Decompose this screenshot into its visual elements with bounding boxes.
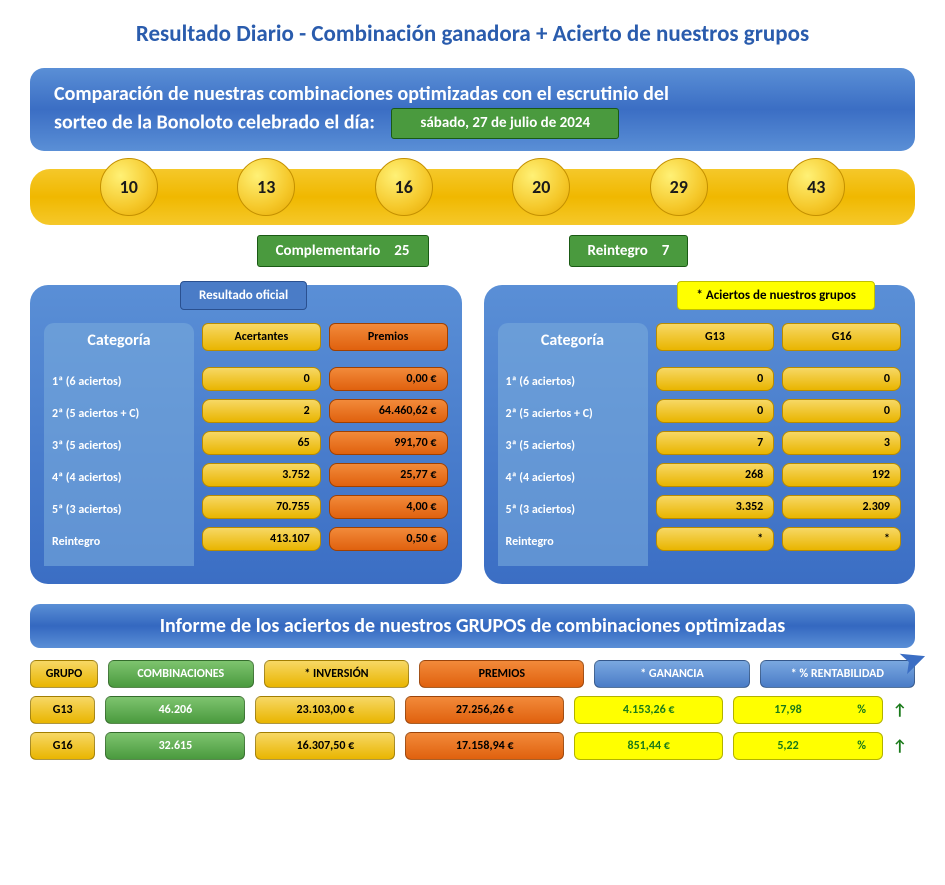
cell: 7 xyxy=(656,431,775,455)
banner-line1: Comparación de nuestras combinaciones op… xyxy=(54,82,669,106)
cat-label: 1ª (6 aciertos) xyxy=(506,366,640,398)
cell: 0 xyxy=(656,367,775,391)
cell: 3.352 xyxy=(656,495,775,519)
table-header-row: GRUPO COMBINACIONES * INVERSIÓN PREMIOS … xyxy=(30,660,915,688)
cell: 192 xyxy=(782,463,901,487)
cat-label: 4ª (4 aciertos) xyxy=(506,462,640,494)
cat-header: Categoría xyxy=(506,331,640,350)
ball: 20 xyxy=(512,158,570,216)
cell-prem: 27.256,26 € xyxy=(405,696,564,724)
cat-label: 2ª (5 aciertos + C) xyxy=(52,398,186,430)
page-title: Resultado Diario - Combinación ganadora … xyxy=(30,20,915,48)
cell-comb: 46.206 xyxy=(105,696,245,724)
cell: 268 xyxy=(656,463,775,487)
report-table: ➤ GRUPO COMBINACIONES * INVERSIÓN PREMIO… xyxy=(30,660,915,760)
extras-row: Complementario 25 Reintegro 7 xyxy=(30,235,915,267)
header-ganancia: * GANANCIA xyxy=(594,660,749,688)
cell-grupo: G13 xyxy=(30,696,95,724)
cell: 65 xyxy=(202,431,321,455)
cat-label: 3ª (5 aciertos) xyxy=(506,430,640,462)
ball: 16 xyxy=(375,158,433,216)
cell: 3 xyxy=(782,431,901,455)
cat-label: 5ª (3 aciertos) xyxy=(506,494,640,526)
header-inversion: * INVERSIÓN xyxy=(264,660,410,688)
cell-comb: 32.615 xyxy=(105,732,245,760)
cell: 991,70 € xyxy=(329,431,448,455)
cell: 0 xyxy=(656,399,775,423)
col-header: Premios xyxy=(329,323,448,351)
cell: 64.460,62 € xyxy=(329,399,448,423)
g13-column: G13 0 0 7 268 3.352 * xyxy=(656,323,775,566)
col-header: G16 xyxy=(782,323,901,351)
reint-label: Reintegro xyxy=(588,242,648,260)
cat-label: 4ª (4 aciertos) xyxy=(52,462,186,494)
header-combinaciones: COMBINACIONES xyxy=(108,660,254,688)
cat-label: 5ª (3 aciertos) xyxy=(52,494,186,526)
category-column: Categoría 1ª (6 aciertos) 2ª (5 aciertos… xyxy=(44,323,194,566)
cell: 70.755 xyxy=(202,495,321,519)
col-header: Acertantes xyxy=(202,323,321,351)
cell: 3.752 xyxy=(202,463,321,487)
cell: 0 xyxy=(202,367,321,391)
cell: * xyxy=(656,527,775,551)
category-column: Categoría 1ª (6 aciertos) 2ª (5 aciertos… xyxy=(498,323,648,566)
ball: 10 xyxy=(100,158,158,216)
panel-tab-official: Resultado oficial xyxy=(180,281,307,310)
reint-value: 7 xyxy=(662,242,670,260)
up-arrow-icon: ↑ xyxy=(893,737,915,756)
col-header: G13 xyxy=(656,323,775,351)
cat-label: 3ª (5 aciertos) xyxy=(52,430,186,462)
up-arrow-icon: ↑ xyxy=(893,701,915,720)
cell-gan: 4.153,26 € xyxy=(574,696,723,724)
cell: 0 xyxy=(782,399,901,423)
cell-grupo: G16 xyxy=(30,732,95,760)
cell-inv: 23.103,00 € xyxy=(255,696,395,724)
cell-gan: 851,44 € xyxy=(574,732,723,760)
cell: 2.309 xyxy=(782,495,901,519)
cell: 0,50 € xyxy=(329,527,448,551)
comp-label: Complementario xyxy=(276,242,381,260)
date-badge: sábado, 27 de julio de 2024 xyxy=(391,108,619,139)
cat-label: Reintegro xyxy=(52,526,186,558)
cell-prem: 17.158,94 € xyxy=(405,732,564,760)
cat-label: 2ª (5 aciertos + C) xyxy=(506,398,640,430)
cell: 25,77 € xyxy=(329,463,448,487)
cell: 2 xyxy=(202,399,321,423)
cell-rent: 5,22% xyxy=(733,732,882,760)
header-premios: PREMIOS xyxy=(419,660,584,688)
cell: * xyxy=(782,527,901,551)
g16-column: G16 0 0 3 192 2.309 * xyxy=(782,323,901,566)
ball: 43 xyxy=(787,158,845,216)
premios-column: Premios 0,00 € 64.460,62 € 991,70 € 25,7… xyxy=(329,323,448,566)
complementario-badge: Complementario 25 xyxy=(257,235,429,267)
header-grupo: GRUPO xyxy=(30,660,98,688)
header-rentabilidad: * % RENTABILIDAD xyxy=(760,660,915,688)
panels-row: Resultado oficial Categoría 1ª (6 aciert… xyxy=(30,285,915,584)
table-row: G13 46.206 23.103,00 € 27.256,26 € 4.153… xyxy=(30,696,915,724)
ball: 29 xyxy=(650,158,708,216)
winning-numbers-bar: 10 13 16 20 29 43 xyxy=(30,169,915,225)
table-row: G16 32.615 16.307,50 € 17.158,94 € 851,4… xyxy=(30,732,915,760)
cat-header: Categoría xyxy=(52,331,186,350)
official-results-panel: Resultado oficial Categoría 1ª (6 aciert… xyxy=(30,285,462,584)
cell-rent: 17,98% xyxy=(733,696,882,724)
comp-value: 25 xyxy=(394,242,409,260)
cell: 0 xyxy=(782,367,901,391)
comparison-banner: Comparación de nuestras combinaciones op… xyxy=(30,68,915,151)
cell: 4,00 € xyxy=(329,495,448,519)
reintegro-badge: Reintegro 7 xyxy=(569,235,689,267)
panel-tab-groups: * Aciertos de nuestros grupos xyxy=(677,281,875,310)
cell-inv: 16.307,50 € xyxy=(255,732,395,760)
our-groups-panel: * Aciertos de nuestros grupos Categoría … xyxy=(484,285,916,584)
banner-line2: sorteo de la Bonoloto celebrado el día: xyxy=(54,110,375,134)
cell: 413.107 xyxy=(202,527,321,551)
ball: 13 xyxy=(237,158,295,216)
cat-label: 1ª (6 aciertos) xyxy=(52,366,186,398)
cat-label: Reintegro xyxy=(506,526,640,558)
cell: 0,00 € xyxy=(329,367,448,391)
report-title: Informe de los aciertos de nuestros GRUP… xyxy=(30,604,915,648)
acertantes-column: Acertantes 0 2 65 3.752 70.755 413.107 xyxy=(202,323,321,566)
